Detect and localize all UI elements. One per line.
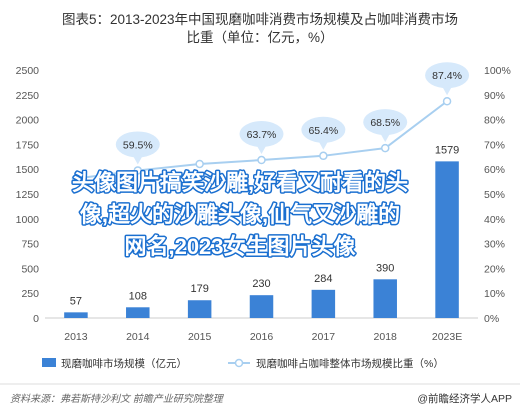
share-bubble-pointer [442, 86, 453, 96]
left-tick-label: 1750 [16, 139, 40, 151]
legend-bar-swatch [42, 358, 56, 367]
bar-value-label: 108 [129, 290, 147, 302]
bar [126, 307, 150, 318]
share-value-label: 59.5% [123, 139, 153, 151]
left-tick-label: 2250 [16, 90, 40, 102]
share-bubble-pointer [132, 155, 143, 165]
bar [249, 295, 274, 318]
bar-value-label: 179 [190, 283, 208, 295]
bar-value-label: 284 [314, 273, 332, 285]
x-tick-label: 2016 [250, 331, 274, 343]
left-tick-label: 2000 [16, 115, 40, 127]
right-tick-label: 0% [484, 313, 499, 325]
share-value-label: 68.5% [370, 117, 400, 129]
bar [373, 279, 397, 318]
left-tick-label: 500 [21, 263, 39, 275]
chart-title-line-2: 比重（单位：亿元，%） [186, 30, 333, 45]
bar [64, 312, 88, 318]
bar-labels: 57 108 179 230 284 390 1579 [70, 144, 460, 307]
line-point [195, 159, 204, 169]
legend-line-label: 现磨咖啡占咖啡整体市场规模比重（%） [256, 357, 444, 370]
share-bubble [239, 121, 284, 148]
brand-watermark: @前瞻经济学人APP [417, 392, 512, 405]
share-bubble [115, 131, 160, 158]
x-labels: 2013 2014 2015 2016 2017 2018 2023E [64, 331, 462, 343]
left-axis: 0 250 500 750 1000 1250 1500 1750 2000 2250 2500 [16, 65, 40, 325]
bars [64, 161, 459, 318]
share-bubble-pointer [380, 133, 391, 143]
x-tick-label: 2014 [126, 331, 150, 343]
right-tick-label: 80% [484, 115, 505, 127]
share-value-label: 87.4% [432, 70, 462, 82]
x-tick-label: 2015 [188, 331, 212, 343]
left-tick-label: 1250 [16, 189, 40, 201]
line-point [319, 151, 328, 161]
right-tick-label: 70% [484, 139, 505, 151]
share-value-label: 65.4% [308, 125, 338, 137]
right-tick-label: 40% [484, 214, 505, 226]
line-point [71, 174, 81, 183]
line-point [442, 96, 452, 106]
overlay-line-3: 网名,2023女生图片头像 [124, 234, 356, 259]
right-axis: 0% 10% 20% 30% 40% 50% 60% 70% 80% 90% 100% [484, 65, 511, 325]
left-tick-label: 1000 [16, 214, 40, 226]
bar [187, 300, 212, 318]
right-tick-label: 100% [484, 65, 511, 77]
right-tick-label: 90% [484, 90, 505, 102]
bar-value-label: 1579 [435, 144, 459, 156]
legend-bar-label: 现磨咖啡市场规模（亿元） [61, 357, 187, 370]
share-bubble [363, 109, 408, 136]
right-tick-label: 60% [484, 164, 505, 176]
line-point [133, 166, 143, 175]
share-bubble-pointer [318, 140, 329, 150]
line-point [257, 155, 266, 165]
x-tick-label: 2018 [374, 331, 398, 343]
bar-value-label: 57 [70, 295, 82, 307]
legend: 现磨咖啡市场规模（亿元） 现磨咖啡占咖啡整体市场规模比重（%） [42, 357, 444, 370]
share-bubble [301, 116, 346, 143]
bar [311, 289, 336, 318]
source-note: 资料来源：弗若斯特沙利文 前瞻产业研究院整理 [10, 393, 225, 405]
right-tick-label: 10% [484, 288, 505, 300]
bar-value-label: 390 [376, 262, 394, 274]
x-tick-label: 2023E [432, 331, 462, 343]
share-bubble-pointer [256, 145, 267, 155]
overlay-line-2: 像,超火的沙雕头像,仙气又沙雕的 [80, 202, 400, 227]
chart-title-line-1: 图表5：2013-2023年中国现磨咖啡消费市场规模及占咖啡消费市场 [62, 11, 458, 27]
right-tick-label: 50% [484, 189, 505, 201]
x-tick-label: 2013 [64, 331, 88, 343]
right-tick-label: 30% [484, 239, 505, 251]
bar-value-label: 230 [252, 278, 270, 290]
watermark-overlay: 头像图片搞笑沙雕,好看又耐看的头 像,超火的沙雕头像,仙气又沙雕的 网名,202… [70, 169, 409, 261]
bubbles: 59.5% 63.7% 65.4% 68.5% 87.4% [115, 62, 470, 165]
right-tick-label: 20% [484, 263, 505, 275]
bar [435, 161, 459, 318]
x-tick-label: 2017 [312, 331, 336, 343]
overlay-line-1: 头像图片搞笑沙雕,好看又耐看的头 [72, 170, 408, 195]
left-tick-label: 250 [21, 288, 39, 300]
left-tick-label: 1500 [16, 164, 40, 176]
line-layer [71, 96, 452, 183]
legend-line-marker [234, 358, 244, 368]
left-tick-label: 2500 [16, 65, 40, 77]
left-tick-label: 750 [21, 239, 39, 251]
share-bubble [425, 62, 470, 89]
line-point [380, 143, 390, 153]
share-value-label: 63.7% [247, 129, 277, 141]
left-tick-label: 0 [33, 313, 39, 325]
